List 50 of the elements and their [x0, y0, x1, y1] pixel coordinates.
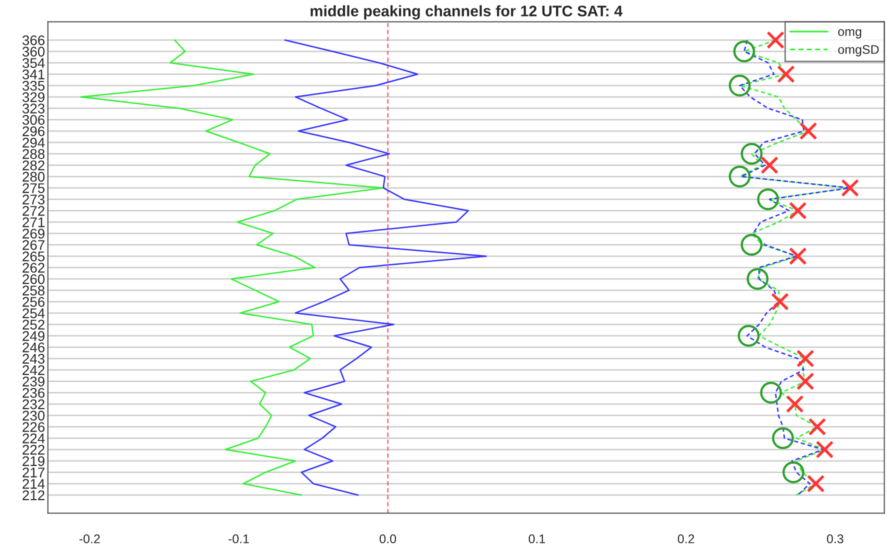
- y-tick-label: 271: [22, 217, 44, 228]
- y-tick-label: 260: [22, 274, 45, 284]
- y-tick-label: 252: [22, 320, 44, 330]
- y-tick-label: 273: [22, 194, 45, 204]
- y-tick-label: 366: [22, 35, 45, 46]
- y-tick-label: 230: [22, 410, 45, 421]
- y-tick-label: 246: [22, 342, 45, 352]
- y-tick-label: 226: [22, 422, 45, 432]
- x-tick-label: -0.2: [79, 534, 100, 544]
- y-tick-label: 214: [22, 479, 45, 489]
- y-tick-label: 265: [22, 252, 45, 262]
- x-tick-label: 0.2: [678, 534, 694, 544]
- y-tick-label: 222: [22, 444, 44, 455]
- x-tick-label: 0.1: [528, 534, 546, 544]
- y-tick-label: 323: [22, 104, 45, 114]
- x-tick-label: 0.0: [380, 534, 396, 544]
- y-tick-label: 275: [22, 183, 45, 194]
- y-tick-label: 239: [22, 376, 44, 386]
- y-tick-label: 256: [22, 297, 45, 307]
- y-tick-label: 212: [22, 490, 44, 500]
- y-tick-label: 258: [22, 286, 45, 296]
- y-tick-label: 267: [22, 240, 44, 250]
- y-tick-label: 262: [22, 262, 44, 273]
- y-tick-label: 354: [22, 58, 45, 68]
- y-tick-label: 272: [22, 206, 44, 216]
- y-tick-label: 232: [22, 399, 44, 410]
- y-tick-label: 294: [22, 138, 45, 148]
- y-tick-label: 242: [22, 365, 44, 375]
- chart-title: middle peaking channels for 12 UTC SAT: 4: [310, 5, 623, 20]
- y-tick-label: 243: [22, 354, 45, 364]
- y-tick-label: 296: [22, 126, 45, 136]
- y-tick-label: 280: [22, 172, 45, 182]
- y-tick-label: 236: [22, 388, 45, 398]
- y-tick-label: 269: [22, 228, 44, 239]
- legend-label: omg: [838, 29, 862, 38]
- y-tick-label: 219: [22, 456, 44, 466]
- y-tick-label: 335: [22, 80, 45, 91]
- y-tick-label: 217: [22, 468, 44, 478]
- y-tick-label: 254: [22, 308, 45, 318]
- y-tick-label: 224: [22, 434, 45, 444]
- y-tick-label: 288: [22, 149, 45, 159]
- x-tick-label: -0.1: [228, 534, 249, 544]
- y-tick-label: 329: [22, 92, 44, 102]
- y-tick-label: 306: [22, 115, 45, 125]
- y-tick-label: 282: [22, 160, 44, 170]
- y-tick-label: 249: [22, 331, 44, 341]
- x-tick-label: 0.3: [826, 534, 844, 544]
- y-tick-label: 360: [22, 46, 45, 57]
- y-tick-label: 341: [22, 70, 44, 80]
- legend-label: omgSD: [838, 45, 879, 56]
